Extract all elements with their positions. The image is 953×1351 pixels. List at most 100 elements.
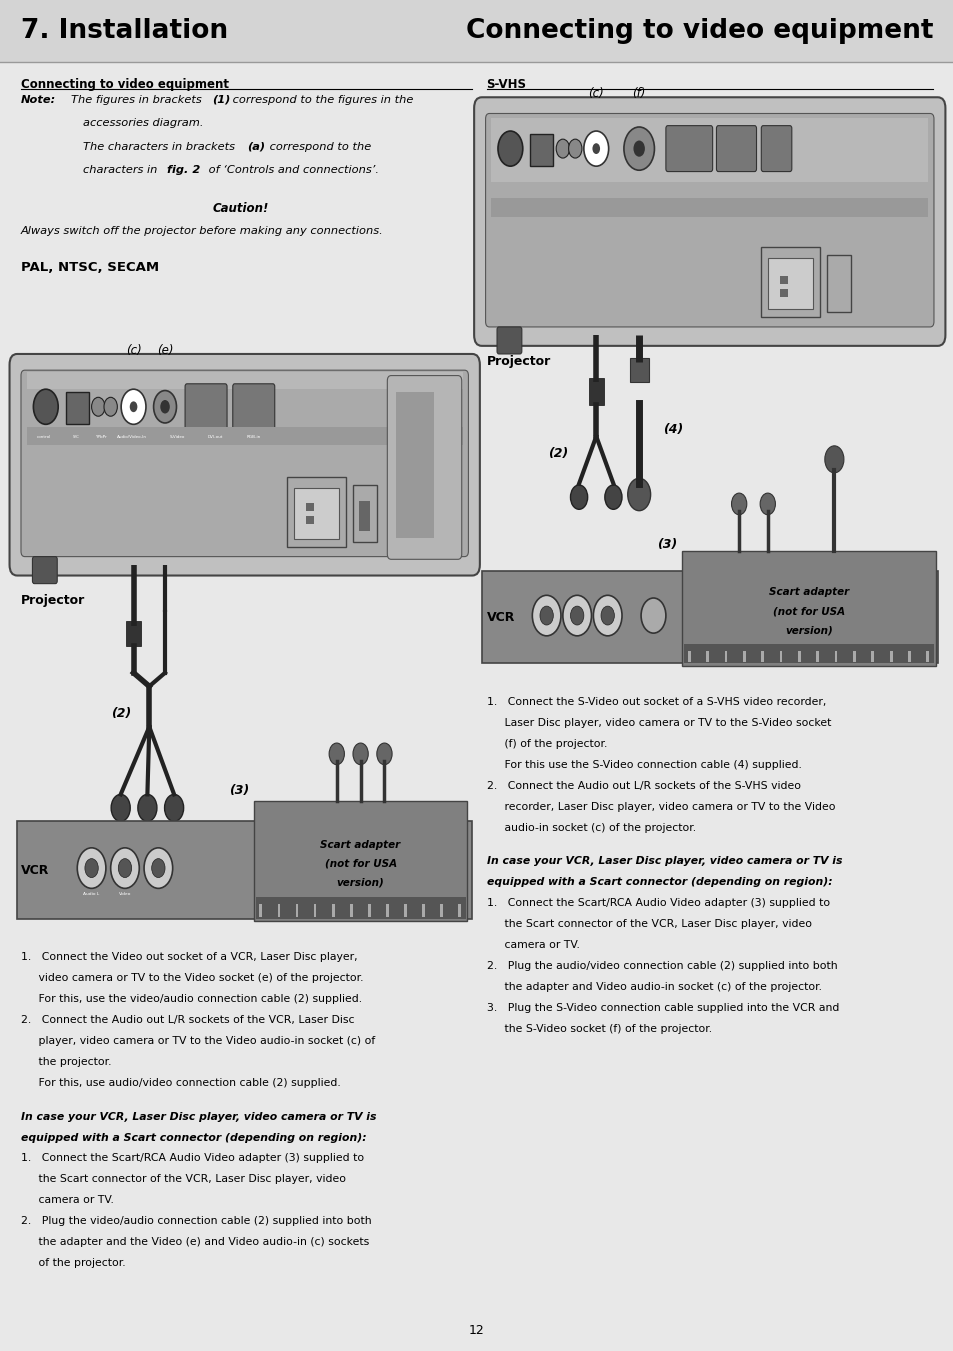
Text: camera or TV.: camera or TV. [486,940,578,950]
Circle shape [600,607,614,626]
Bar [350,904,353,917]
Bar [925,651,928,662]
FancyBboxPatch shape [287,477,346,547]
Circle shape [570,607,583,626]
Bar [705,651,708,662]
Circle shape [627,478,650,511]
Bar [870,651,873,662]
Text: S-Video: S-Video [170,435,185,439]
FancyBboxPatch shape [485,113,933,327]
Text: correspond to the figures in the: correspond to the figures in the [229,95,413,104]
Bar [439,904,442,917]
FancyBboxPatch shape [10,354,479,576]
FancyBboxPatch shape [760,247,820,317]
FancyBboxPatch shape [233,384,274,430]
Text: (f): (f) [632,86,645,100]
Circle shape [760,493,775,515]
Text: correspond to the: correspond to the [266,142,371,151]
Circle shape [593,596,621,636]
Text: S-VHS: S-VHS [486,78,526,92]
Text: RGB-in: RGB-in [246,435,260,439]
Circle shape [111,794,130,821]
Circle shape [824,446,843,473]
Bar [907,651,910,662]
Text: Projector: Projector [21,594,85,608]
Bar [395,392,434,538]
Text: (c): (c) [126,343,141,357]
Circle shape [85,859,98,878]
Text: version): version) [336,878,384,888]
Circle shape [353,743,368,765]
Text: player, video camera or TV to the Video audio-in socket (c) of: player, video camera or TV to the Video … [21,1036,375,1046]
Text: In case your VCR, Laser Disc player, video camera or TV is: In case your VCR, Laser Disc player, vid… [486,857,841,866]
Text: 12: 12 [469,1324,484,1337]
Circle shape [91,397,105,416]
Text: YPbPr: YPbPr [95,435,107,439]
Text: equipped with a Scart connector (depending on region):: equipped with a Scart connector (dependi… [486,877,831,888]
Bar [826,255,850,312]
Circle shape [144,848,172,889]
Text: Laser Disc player, video camera or TV to the S-Video socket: Laser Disc player, video camera or TV to… [486,719,830,728]
Text: characters in: characters in [83,165,161,176]
Text: the S-Video socket (f) of the projector.: the S-Video socket (f) of the projector. [486,1024,711,1034]
Bar [780,276,787,284]
Circle shape [152,859,165,878]
Text: (1): (1) [212,95,230,104]
Text: audio-in socket (c) of the projector.: audio-in socket (c) of the projector. [486,823,695,832]
Bar [27,372,462,389]
Text: of ‘Controls and connections’.: of ‘Controls and connections’. [205,165,378,176]
Bar [588,378,603,405]
Text: 1.   Connect the Scart/RCA Audio Video adapter (3) supplied to: 1. Connect the Scart/RCA Audio Video ada… [486,898,829,908]
Bar [358,501,370,531]
Circle shape [633,141,644,157]
FancyBboxPatch shape [66,392,89,424]
Circle shape [329,743,344,765]
Bar [421,904,424,917]
Circle shape [539,607,553,626]
Text: 2.   Plug the audio/video connection cable (2) supplied into both: 2. Plug the audio/video connection cable… [486,961,837,971]
Text: 7. Installation: 7. Installation [21,18,228,45]
Text: fig. 2: fig. 2 [167,165,200,176]
Text: Connecting to video equipment: Connecting to video equipment [465,18,932,45]
Text: accessories diagram.: accessories diagram. [83,118,203,128]
FancyBboxPatch shape [497,327,521,354]
Circle shape [118,859,132,878]
FancyBboxPatch shape [716,126,756,172]
Text: equipped with a Scart connector (depending on region):: equipped with a Scart connector (dependi… [21,1132,366,1143]
Text: 2.   Connect the Audio out L/R sockets of the VCR, Laser Disc: 2. Connect the Audio out L/R sockets of … [21,1016,355,1025]
Bar [629,358,648,382]
Bar [306,516,314,524]
Text: The figures in brackets: The figures in brackets [71,95,205,104]
FancyBboxPatch shape [474,97,944,346]
Bar [889,651,892,662]
FancyBboxPatch shape [21,370,468,557]
Text: the Scart connector of the VCR, Laser Disc player, video: the Scart connector of the VCR, Laser Di… [486,919,811,929]
Text: (2): (2) [111,707,132,720]
Circle shape [130,401,137,412]
Text: Connecting to video equipment: Connecting to video equipment [21,78,229,92]
Bar [27,427,462,444]
Circle shape [532,596,560,636]
Text: 1.   Connect the Video out socket of a VCR, Laser Disc player,: 1. Connect the Video out socket of a VCR… [21,952,357,962]
Bar [295,904,298,917]
Text: (e): (e) [156,343,173,357]
Bar [277,904,280,917]
Text: 2.   Plug the video/audio connection cable (2) supplied into both: 2. Plug the video/audio connection cable… [21,1216,372,1227]
Circle shape [121,389,146,424]
Text: version): version) [784,626,832,635]
FancyBboxPatch shape [185,384,227,430]
FancyBboxPatch shape [32,557,57,584]
Bar [834,651,837,662]
Text: (f) of the projector.: (f) of the projector. [486,739,606,748]
Bar [687,651,690,662]
Text: Note:: Note: [21,95,56,104]
Bar [253,801,467,921]
Circle shape [604,485,621,509]
Text: video camera or TV to the Video socket (e) of the projector.: video camera or TV to the Video socket (… [21,974,363,984]
FancyBboxPatch shape [387,376,461,559]
Text: (a): (a) [247,142,265,151]
Text: Projector: Projector [486,355,550,369]
Bar [681,551,935,666]
Bar [255,897,465,919]
Text: camera or TV.: camera or TV. [21,1196,113,1205]
